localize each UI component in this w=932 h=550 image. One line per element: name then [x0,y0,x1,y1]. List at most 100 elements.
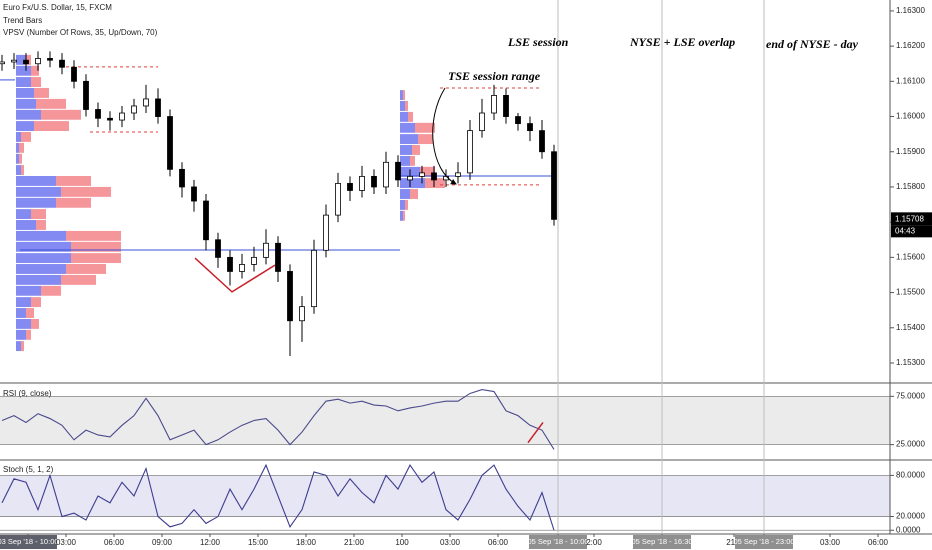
candle-body [419,172,425,177]
profile-down [19,153,22,164]
profile-up [16,230,66,241]
rsi-title: RSI (9, close) [3,389,52,398]
profile-up [16,65,31,76]
x-highlight [0,535,57,549]
profile-up [16,264,66,274]
candle-body [155,98,161,117]
profile-up [400,101,405,111]
candle-body [0,61,5,65]
stoch-title: Stoch (5, 1, 2) [3,465,54,474]
profile-down [34,87,49,98]
profile-down [71,253,121,264]
profile-down [412,145,420,155]
profile-up [400,122,415,133]
annotation: end of NYSE - day [766,37,859,51]
y-tick-label: 75.0000 [896,391,925,400]
candle-body [275,242,281,272]
profile-down [31,209,46,220]
last-price-label: 1.15708 [895,214,924,223]
rsi-pane [0,389,890,450]
candle-body [347,183,353,191]
candle-body [47,58,53,61]
profile-up [16,197,56,208]
trend-drawing [527,421,544,444]
candle-body [23,59,29,65]
candle-body [203,200,209,241]
profile-up [400,134,418,145]
profile-down [26,329,31,340]
x-tick-label: 06:00 [104,538,125,547]
stoch-pane [0,463,890,531]
profile-down [408,111,413,122]
price-pane [0,51,557,356]
profile-down [425,178,445,189]
profile-up [16,318,31,329]
x-tick-label: 05 Sep '18 - 10:00 [527,537,588,546]
y-tick-label: 1.15500 [896,288,925,297]
profile-up [16,297,31,308]
y-tick-label: 1.16100 [896,76,925,85]
x-tick-label: 06:00 [868,538,889,547]
candle-body [359,175,365,191]
candle-body [491,95,497,114]
symbol-title: Euro Fx/U.S. Dollar, 15, FXCM [3,3,112,12]
candle-body [263,242,269,258]
x-tick-label: 03:00 [56,538,77,547]
candle-body [515,116,521,124]
profile-up [16,209,31,220]
candle-body [335,183,341,216]
candle-body [71,66,77,82]
profile-down [410,189,418,199]
x-tick-label: 100 [395,538,409,547]
profile-up [400,199,405,210]
band [0,475,890,517]
profile-down [403,90,405,101]
candle-body [323,214,329,251]
indicator-line [1,463,555,531]
candle-body [467,130,473,174]
x-highlight [633,535,691,549]
profile-up [16,241,71,252]
candle-body [83,80,89,110]
x-tick-label: 03 Sep '18 - 10:00 [0,537,59,546]
profile-down [19,142,24,153]
candle-body [503,95,509,117]
candle-body [431,172,437,181]
profile-up [16,98,36,109]
profile-up [16,308,26,318]
candle-body [371,175,377,188]
x-highlight [735,535,793,549]
candle-body [107,117,113,121]
candle-body [287,271,293,322]
profile-up [16,176,56,186]
candle-body [299,306,305,322]
x-tick-label: 15:00 [248,538,269,547]
candle-body [539,130,545,153]
profile-up [16,121,34,131]
profile-up [400,178,425,189]
x-tick-label: 03:00 [440,538,461,547]
profile-down [403,210,405,221]
candle-body [479,112,485,132]
candle-body [383,161,389,188]
x-highlight [529,535,587,549]
y-tick-label: 0.0000 [896,525,921,534]
x-tick-label: 2:00 [586,538,602,547]
profile-up [16,142,19,153]
profile-down [21,131,31,142]
profile-down [34,121,69,131]
y-tick-label: 25.0000 [896,440,925,449]
candle-body [131,105,137,114]
profile-down [31,77,41,87]
profile-down [420,166,435,177]
x-tick-label: 05 Sep '18 - 23:00 [733,537,794,546]
profile-down [31,318,39,329]
profile-down [36,220,46,230]
last-price-box [891,212,932,226]
y-tick-label: 1.16200 [896,41,925,50]
profile-down [21,341,24,352]
candle-body [119,112,125,121]
